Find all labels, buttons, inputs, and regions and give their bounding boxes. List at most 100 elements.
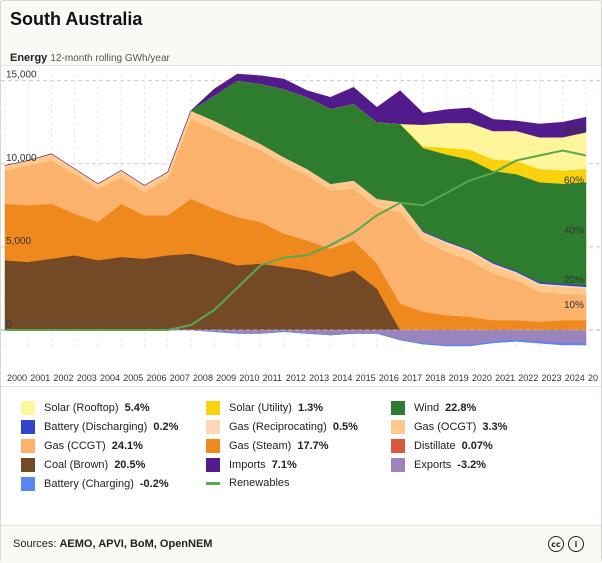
legend-percent: 0.2% — [153, 421, 179, 433]
sources-text: Sources: AEMO, APVI, BoM, OpenNEM — [13, 538, 212, 550]
x-tick-label: 2020 — [472, 373, 492, 383]
legend-label: Exports — [414, 459, 452, 471]
attribution-icon[interactable]: i — [568, 536, 584, 552]
x-tick-label: 2023 — [542, 373, 562, 383]
chart-subtitle: Energy 12-month rolling GWh/year — [10, 52, 170, 64]
legend-item[interactable]: Gas (Steam) 17.7% — [206, 439, 329, 453]
x-tick-label: 2006 — [146, 373, 166, 383]
y-tick-label: 10,000 — [6, 153, 37, 164]
x-tick-label: 2010 — [239, 373, 259, 383]
legend-label: Solar (Rooftop) — [44, 402, 119, 414]
y-tick-label: 0 — [6, 319, 12, 330]
legend-item[interactable]: Renewables — [206, 477, 290, 489]
y2-tick-label: 40% — [564, 225, 584, 236]
renewables-line — [5, 149, 587, 331]
cc-icon[interactable]: cc — [548, 536, 564, 552]
x-tick-label: 2018 — [425, 373, 445, 383]
legend-percent: -3.2% — [457, 459, 487, 471]
y2-tick-label: 10% — [564, 300, 584, 311]
legend-label: Renewables — [229, 477, 290, 489]
legend-swatch — [21, 420, 35, 434]
x-tick-label: 2016 — [379, 373, 399, 383]
x-tick-label: 2024 — [565, 373, 585, 383]
legend-percent: 24.1% — [111, 440, 143, 452]
page-title: South Australia — [10, 9, 143, 29]
legend-percent: 0.5% — [332, 421, 358, 433]
x-tick-label: 2022 — [518, 373, 538, 383]
y-tick-label: 5,000 — [6, 236, 31, 247]
area-battery-charging- — [5, 329, 587, 347]
legend-label: Gas (Steam) — [229, 440, 292, 452]
y2-tick-label: 80% — [564, 126, 584, 137]
x-tick-label: 2002 — [53, 373, 73, 383]
x-tick-label: 2003 — [77, 373, 97, 383]
x-tick-label: 2007 — [170, 373, 190, 383]
y2-tick-label: 20% — [564, 275, 584, 286]
x-tick-label: 2000 — [7, 373, 27, 383]
legend-swatch — [206, 458, 220, 472]
legend-item[interactable]: Gas (CCGT) 24.1% — [21, 439, 143, 453]
legend-swatch — [391, 458, 405, 472]
legend-swatch — [206, 481, 220, 485]
legend-label: Distillate — [414, 440, 456, 452]
legend-percent: -0.2% — [139, 478, 169, 490]
legend-label: Solar (Utility) — [229, 402, 292, 414]
x-tick-label: 2008 — [193, 373, 213, 383]
legend-percent: 17.7% — [297, 440, 329, 452]
legend-item[interactable]: Solar (Utility) 1.3% — [206, 401, 323, 415]
legend-swatch — [21, 439, 35, 453]
legend-label: Coal (Brown) — [44, 459, 109, 471]
x-tick-label: 20 — [588, 373, 598, 383]
sources-label: Sources: — [13, 538, 57, 550]
area-imports — [4, 73, 587, 186]
legend-label: Gas (CCGT) — [44, 440, 106, 452]
x-tick-label: 2005 — [123, 373, 143, 383]
legend-item[interactable]: Distillate 0.07% — [391, 439, 493, 453]
x-tick-label: 2009 — [216, 373, 236, 383]
legend-item[interactable]: Coal (Brown) 20.5% — [21, 458, 145, 472]
x-tick-label: 2015 — [356, 373, 376, 383]
energy-stacked-area-chart[interactable]: 0 5,000 10,000 15,000 10% 20% 40% 60% 80% 2000 200… — [1, 65, 601, 387]
chart-legend: Solar (Rooftop) 5.4% Solar (Utility) 1.3% Wi… — [1, 387, 601, 525]
legend-item[interactable]: Gas (OCGT) 3.3% — [391, 420, 507, 434]
x-tick-label: 2012 — [286, 373, 306, 383]
legend-item[interactable]: Exports -3.2% — [391, 458, 486, 472]
subtitle-metric: Energy — [10, 52, 48, 64]
legend-swatch — [21, 458, 35, 472]
legend-swatch — [21, 401, 35, 415]
x-tick-label: 2004 — [100, 373, 120, 383]
x-tick-label: 2011 — [263, 373, 282, 383]
legend-swatch — [21, 477, 35, 491]
legend-percent: 22.8% — [445, 402, 477, 414]
legend-percent: 20.5% — [114, 459, 146, 471]
legend-item[interactable]: Battery (Discharging) 0.2% — [21, 420, 178, 434]
legend-percent: 5.4% — [124, 402, 150, 414]
x-tick-label: 2019 — [449, 373, 469, 383]
legend-swatch — [206, 420, 220, 434]
legend-item[interactable]: Wind 22.8% — [391, 401, 476, 415]
x-tick-label: 2013 — [309, 373, 329, 383]
legend-label: Imports — [229, 459, 266, 471]
legend-label: Battery (Charging) — [44, 478, 134, 490]
legend-item[interactable]: Battery (Charging) -0.2% — [21, 477, 169, 491]
legend-percent: 7.1% — [271, 459, 297, 471]
legend-percent: 3.3% — [482, 421, 508, 433]
y2-tick-label: 60% — [564, 175, 584, 186]
legend-item[interactable]: Imports 7.1% — [206, 458, 297, 472]
legend-swatch — [206, 439, 220, 453]
legend-label: Gas (OCGT) — [414, 421, 477, 433]
sources-list: AEMO, APVI, BoM, OpenNEM — [59, 538, 213, 550]
x-tick-label: 2017 — [402, 373, 422, 383]
legend-percent: 0.07% — [461, 440, 493, 452]
legend-swatch — [391, 420, 405, 434]
legend-label: Gas (Reciprocating) — [229, 421, 327, 433]
legend-swatch — [206, 401, 220, 415]
legend-item[interactable]: Gas (Reciprocating) 0.5% — [206, 420, 358, 434]
legend-item[interactable]: Solar (Rooftop) 5.4% — [21, 401, 150, 415]
legend-label: Battery (Discharging) — [44, 421, 148, 433]
legend-label: Wind — [414, 402, 440, 414]
x-tick-label: 2021 — [495, 373, 515, 383]
y-tick-label: 15,000 — [6, 70, 37, 81]
footer: Sources: AEMO, APVI, BoM, OpenNEM cc i — [1, 525, 601, 563]
